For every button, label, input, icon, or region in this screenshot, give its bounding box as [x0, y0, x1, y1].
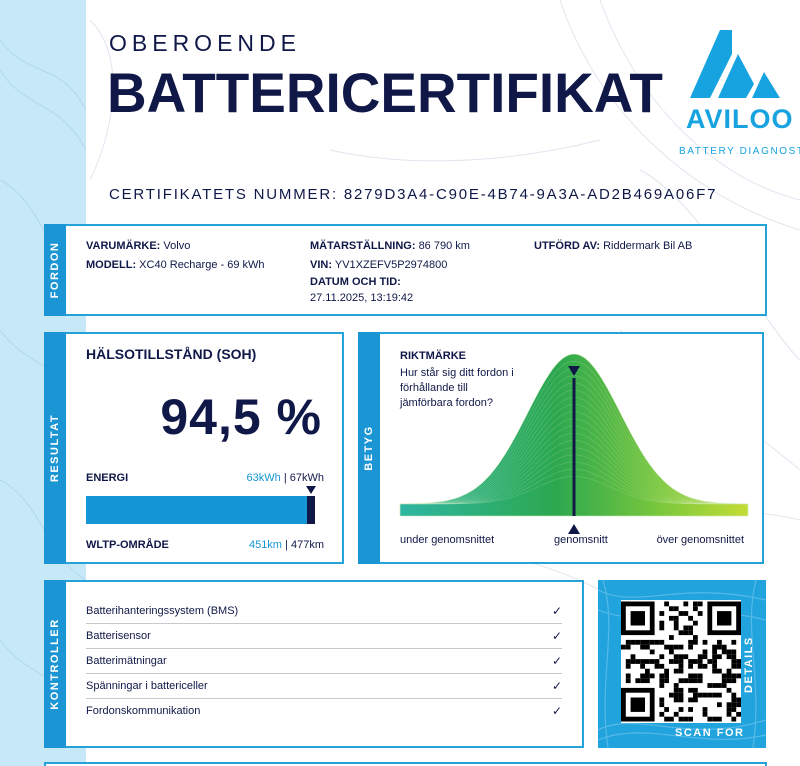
check-row: Batterimätningar ✓ [86, 649, 562, 674]
energy-bar-marker [307, 496, 315, 524]
aviloo-logo-icon [690, 30, 780, 98]
vin-row: VIN: YV1XZEFV5P2974800 [310, 259, 448, 271]
benchmark-question: Hur står sig ditt fordon i förhållande t… [400, 367, 514, 409]
check-row: Spänningar i battericeller ✓ [86, 674, 562, 699]
certificate-number: CERTIFIKATETS NUMMER: 8279D3A4-C90E-4B74… [109, 186, 718, 203]
energy-bar-fill [86, 496, 311, 524]
check-icon: ✓ [551, 679, 562, 693]
details-label: DETAILS [743, 636, 755, 693]
brand-value: Volvo [163, 240, 191, 252]
model-value: XC40 Recharge - 69 kWh [139, 259, 265, 271]
check-label: Batterisensor [86, 630, 151, 642]
rating-panel: BETYG RIKTMÄRKE Hur står sig ditt fordon… [358, 332, 764, 564]
vehicle-marker-arrow-icon [568, 366, 580, 376]
energy-bar [86, 486, 324, 524]
odometer-row: MÄTARSTÄLLNING: 86 790 km [310, 240, 470, 252]
wltp-values: 451km | 477km [248, 539, 324, 551]
benchmark-heading: RIKTMÄRKE [400, 350, 466, 362]
brand-row: VARUMÄRKE: Volvo [86, 240, 191, 252]
check-label: Spänningar i battericeller [86, 680, 208, 692]
check-icon: ✓ [551, 629, 562, 643]
energy-label: ENERGI [86, 472, 129, 484]
vehicle-panel: FORDON VARUMÄRKE: Volvo MODELL: XC40 Rec… [44, 224, 767, 316]
wltp-max: 477km [290, 539, 324, 551]
check-icon: ✓ [551, 704, 562, 718]
vin-value: YV1XZEFV5P2974800 [334, 259, 448, 271]
wltp-current: 451km [248, 539, 282, 551]
check-label: Fordonskommunikation [86, 705, 201, 717]
logo-wordmark: AVILOO [686, 104, 794, 134]
soh-heading: HÄLSOTILLSTÅND (SOH) [86, 346, 257, 362]
energy-values: 63kWh | 67kWh [246, 472, 324, 484]
check-icon: ✓ [551, 604, 562, 618]
checks-panel: KONTROLLER [44, 580, 584, 748]
benchmark-bell-curve [399, 353, 749, 534]
check-row: Batterihanteringssystem (BMS) ✓ [86, 599, 562, 624]
datetime-value: 27.11.2025, 13:19:42 [310, 292, 414, 304]
wltp-label: WLTP-OMRÅDE [86, 539, 169, 551]
energy-current: 63kWh [246, 472, 281, 484]
next-panel-top-edge [44, 762, 767, 766]
check-label: Batterimätningar [86, 655, 167, 667]
result-panel: RESULTAT HÄLSOTILLSTÅND (SOH) 94,5 % ENE… [44, 332, 344, 564]
certificate-subtitle: OBEROENDE [109, 30, 301, 56]
model-row: MODELL: XC40 Recharge - 69 kWh [86, 259, 265, 271]
qr-panel[interactable]: SCAN FOR DETAILS [598, 580, 766, 748]
datetime-label: DATUM OCH TID: [310, 276, 401, 288]
odometer-value: 86 790 km [418, 240, 470, 252]
check-row: Fordonskommunikation ✓ [86, 699, 562, 724]
qr-code[interactable] [621, 600, 741, 723]
scan-label: SCAN FOR [675, 727, 745, 739]
energy-marker-arrow-icon [306, 486, 316, 494]
label-average: genomsnitt [554, 534, 608, 546]
certificate-title: BATTERICERTIFIKAT [107, 61, 663, 124]
average-marker-arrow-icon [568, 524, 580, 534]
logo-tagline: BATTERY DIAGNOSTICS [679, 146, 800, 157]
check-label: Batterihanteringssystem (BMS) [86, 605, 239, 617]
performed-by-row: UTFÖRD AV: Riddermark Bil AB [534, 240, 693, 252]
qr-code-icon [621, 601, 741, 722]
label-above-average: över genomsnittet [656, 534, 744, 546]
label-below-average: under genomsnittet [400, 534, 495, 546]
check-icon: ✓ [551, 654, 562, 668]
energy-max: 67kWh [289, 472, 324, 484]
result-tab: RESULTAT [44, 332, 66, 564]
check-row: Batterisensor ✓ [86, 624, 562, 649]
vehicle-tab: FORDON [44, 224, 66, 316]
soh-value: 94,5 % [160, 389, 322, 445]
checks-tab: KONTROLLER [44, 580, 66, 748]
performed-by-value: Riddermark Bil AB [603, 240, 693, 252]
rating-tab: BETYG [358, 332, 380, 564]
